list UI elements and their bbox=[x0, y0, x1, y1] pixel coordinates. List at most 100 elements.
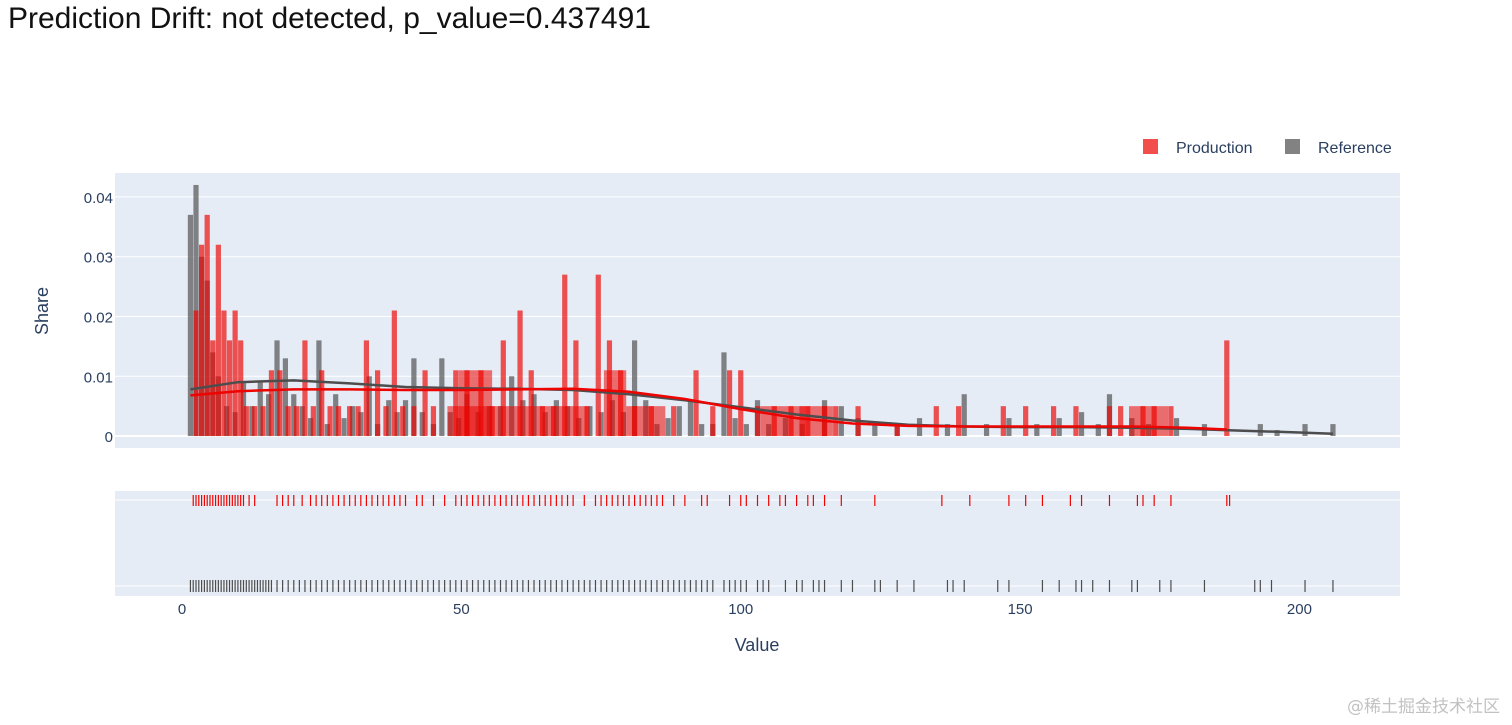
reference-bar bbox=[240, 382, 247, 437]
production-bar bbox=[391, 310, 397, 437]
reference-bar bbox=[333, 394, 339, 437]
y-tick-label: 0 bbox=[105, 429, 113, 446]
legend-swatch-reference[interactable] bbox=[1285, 139, 1300, 154]
production-bar bbox=[738, 370, 744, 437]
production-bar bbox=[355, 406, 361, 437]
y-tick-label: 0.04 bbox=[84, 190, 113, 207]
chart-legend[interactable]: Production Reference bbox=[1143, 139, 1392, 157]
production-bar bbox=[1129, 406, 1169, 437]
x-tick-label: 0 bbox=[178, 601, 186, 618]
production-bar bbox=[726, 370, 733, 437]
production-bar bbox=[193, 310, 199, 437]
reference-bar bbox=[274, 340, 280, 437]
reference-bar bbox=[743, 424, 749, 437]
reference-bar bbox=[587, 406, 593, 437]
reference-bar bbox=[402, 400, 409, 437]
y-tick-label: 0.02 bbox=[84, 309, 113, 326]
production-bar bbox=[210, 340, 216, 437]
x-axis-label: Value bbox=[735, 635, 780, 655]
production-bar bbox=[517, 310, 523, 437]
production-bar bbox=[528, 370, 534, 437]
reference-bar bbox=[358, 412, 364, 437]
reference-bar bbox=[394, 412, 400, 437]
production-bar bbox=[277, 370, 283, 437]
production-bar bbox=[400, 406, 406, 437]
production-bar bbox=[374, 370, 381, 437]
production-bar bbox=[411, 406, 417, 437]
reference-bar bbox=[676, 406, 682, 437]
reference-bar bbox=[732, 418, 738, 437]
production-bar bbox=[243, 406, 249, 437]
reference-bar bbox=[983, 424, 990, 437]
reference-bar bbox=[439, 358, 445, 437]
legend-label-reference[interactable]: Reference bbox=[1318, 140, 1392, 157]
reference-bar bbox=[324, 424, 330, 437]
reference-bar bbox=[1095, 424, 1101, 437]
production-bar bbox=[422, 370, 428, 437]
production-bar bbox=[430, 406, 437, 437]
production-bar bbox=[335, 406, 342, 437]
x-tick-label: 50 bbox=[453, 601, 470, 618]
reference-bar bbox=[721, 352, 727, 437]
production-bar bbox=[693, 370, 699, 437]
reference-bar bbox=[1034, 424, 1040, 437]
reference-bar bbox=[699, 424, 705, 437]
reference-bar bbox=[249, 406, 255, 437]
reference-bar bbox=[944, 424, 951, 437]
production-bar bbox=[1000, 406, 1006, 437]
production-bar bbox=[285, 406, 291, 437]
production-bar bbox=[232, 310, 238, 437]
reference-bar bbox=[266, 394, 272, 437]
production-bar bbox=[603, 370, 627, 437]
reference-bar bbox=[1330, 424, 1336, 437]
production-bar bbox=[536, 406, 588, 437]
watermark: @稀土掘金技术社区 bbox=[1347, 697, 1500, 717]
reference-bar bbox=[411, 358, 417, 437]
reference-bar bbox=[687, 400, 694, 437]
x-tick-label: 200 bbox=[1287, 601, 1312, 618]
reference-bar bbox=[838, 406, 844, 437]
reference-bar bbox=[1078, 412, 1085, 437]
legend-swatch-production[interactable] bbox=[1143, 139, 1158, 154]
reference-bar bbox=[598, 412, 604, 437]
production-bar bbox=[293, 406, 300, 437]
reference-bar bbox=[257, 382, 263, 437]
reference-bar bbox=[299, 406, 305, 437]
production-bar bbox=[710, 406, 716, 437]
production-bar bbox=[252, 406, 258, 437]
y-tick-label: 0.03 bbox=[84, 250, 113, 267]
reference-bar bbox=[1302, 424, 1308, 437]
production-bar bbox=[1023, 406, 1029, 437]
production-bar bbox=[1073, 406, 1079, 437]
production-bar bbox=[503, 406, 537, 437]
x-tick-label: 100 bbox=[728, 601, 753, 618]
legend-label-production[interactable]: Production bbox=[1176, 140, 1253, 157]
production-bar bbox=[268, 370, 275, 437]
production-bar bbox=[347, 406, 353, 437]
production-bar bbox=[956, 406, 962, 437]
production-bar bbox=[383, 406, 389, 437]
reference-bar bbox=[386, 400, 392, 437]
production-bar bbox=[458, 370, 493, 437]
production-bar bbox=[327, 406, 333, 437]
production-bar bbox=[1118, 406, 1124, 437]
production-bar bbox=[595, 274, 601, 437]
production-bar bbox=[1168, 406, 1174, 437]
drift-chart: Production Reference 0 0.01 0.02 0.03 0.04 S… bbox=[32, 139, 1400, 655]
y-axis-ticks: 0 0.01 0.02 0.03 0.04 bbox=[84, 190, 113, 446]
x-tick-label: 150 bbox=[1008, 601, 1033, 618]
x-axis-ticks: 0 50 100 150 200 bbox=[178, 601, 1312, 618]
reference-bar bbox=[872, 424, 878, 437]
rug-plot-area[interactable] bbox=[115, 491, 1400, 596]
production-bar bbox=[260, 406, 266, 437]
production-bar bbox=[226, 340, 233, 437]
density-curves bbox=[190, 379, 1334, 435]
reference-bar bbox=[665, 418, 671, 437]
production-bar bbox=[238, 340, 244, 437]
y-axis-label: Share bbox=[32, 287, 52, 335]
production-bar bbox=[310, 406, 316, 437]
production-bar bbox=[626, 406, 666, 437]
reference-bar bbox=[349, 406, 356, 437]
y-tick-label: 0.01 bbox=[84, 369, 113, 386]
production-bar bbox=[933, 406, 939, 437]
